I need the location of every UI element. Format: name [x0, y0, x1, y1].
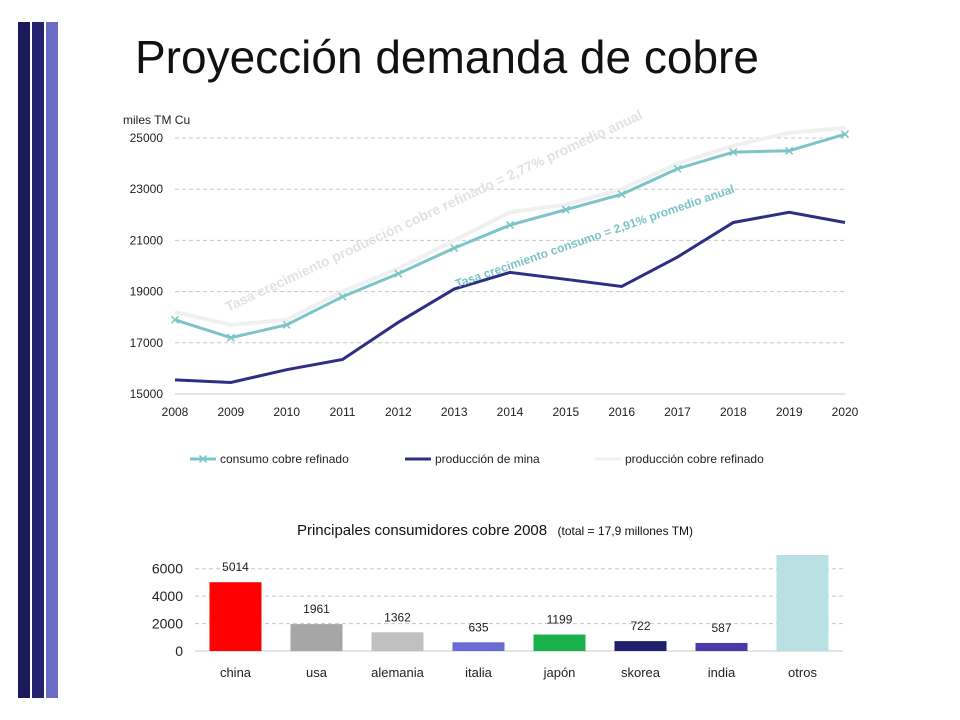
y-tick-label: 19000	[130, 285, 164, 299]
bar-value-label: 1199	[547, 613, 573, 627]
data-point-consumo	[840, 130, 850, 139]
data-point-consumo	[561, 205, 570, 214]
data-point-consumo	[729, 148, 738, 157]
bar-chart-subtitle: (total = 17,9 millones TM)	[558, 524, 694, 538]
data-point-consumo	[338, 292, 347, 301]
bar-skorea	[614, 641, 667, 651]
data-point-consumo	[282, 320, 291, 329]
bar-china	[209, 582, 262, 651]
y-tick-label: 21000	[130, 233, 164, 247]
bar-value-label: 5014	[222, 560, 249, 574]
x-tick-label: 2019	[776, 405, 803, 419]
data-point-consumo	[617, 190, 626, 199]
legend-entry: consumo cobre refinado	[190, 452, 349, 466]
y-tick-label: 0	[175, 643, 183, 659]
slide-title: Proyección demanda de cobre	[135, 31, 759, 83]
x-tick-label: china	[220, 665, 252, 680]
bar-otros	[776, 555, 829, 651]
x-tick-label: italia	[465, 665, 493, 680]
bar-value-label: 635	[468, 620, 488, 634]
x-tick-label: usa	[306, 665, 328, 680]
data-point-consumo	[785, 146, 794, 155]
legend-label: producción cobre refinado	[625, 452, 764, 466]
bar-usa	[290, 624, 343, 651]
x-tick-label: 2008	[162, 405, 189, 419]
bar-value-label: 1362	[384, 610, 411, 624]
x-tick-label: 2009	[217, 405, 244, 419]
bar-chart-title: Principales consumidores cobre 2008 (tot…	[297, 522, 693, 539]
x-tick-label: 2016	[608, 405, 635, 419]
data-point-consumo	[226, 333, 235, 342]
legend-entry: producción de mina	[405, 452, 540, 466]
bar-value-label: 587	[711, 621, 731, 635]
series-line-produccion-mina	[174, 210, 846, 384]
data-point-consumo	[673, 164, 682, 173]
y-tick-label: 25000	[130, 131, 164, 145]
bar-chart-title-main: Principales consumidores cobre 2008	[297, 522, 547, 539]
x-tick-label: otros	[788, 665, 817, 680]
x-tick-label: 2020	[832, 405, 859, 419]
legend-label: producción de mina	[435, 452, 540, 466]
data-point-consumo	[450, 244, 459, 253]
data-point-consumo	[394, 269, 403, 278]
decorative-bar-1	[18, 22, 30, 698]
x-tick-label: 2012	[385, 405, 412, 419]
data-point-consumo	[505, 221, 515, 230]
y-tick-label: 15000	[130, 387, 164, 401]
x-tick-label: 2018	[720, 405, 747, 419]
decorative-bar-2	[32, 22, 44, 698]
bar-alemania	[371, 632, 424, 651]
x-tick-label: 2015	[552, 405, 579, 419]
data-point-consumo	[170, 315, 180, 324]
x-tick-label: japón	[543, 665, 576, 680]
x-tick-label: 2010	[273, 405, 300, 419]
y-tick-label: 17000	[130, 336, 164, 350]
x-tick-label: india	[708, 665, 736, 680]
bar-italia	[452, 642, 505, 651]
x-tick-label: 2014	[497, 405, 524, 419]
y-axis-label: miles TM Cu	[123, 113, 190, 127]
bar-japón	[533, 634, 586, 651]
bar-value-label: 1961	[303, 602, 330, 616]
bar-value-label: 722	[630, 619, 650, 633]
y-tick-label: 2000	[152, 616, 183, 632]
y-tick-label: 23000	[130, 182, 164, 196]
legend-entry: producción cobre refinado	[595, 452, 764, 466]
x-tick-label: skorea	[621, 665, 661, 680]
legend-label: consumo cobre refinado	[220, 452, 349, 466]
legend-marker	[198, 454, 208, 464]
x-tick-label: 2017	[664, 405, 691, 419]
bar-india	[695, 642, 748, 651]
x-tick-label: 2013	[441, 405, 468, 419]
y-tick-label: 4000	[152, 588, 183, 604]
decorative-bar-3	[46, 22, 58, 698]
x-tick-label: alemania	[371, 665, 425, 680]
y-tick-label: 6000	[152, 561, 183, 577]
x-tick-label: 2011	[330, 405, 356, 419]
series-line-produccion-refinado	[174, 125, 846, 327]
